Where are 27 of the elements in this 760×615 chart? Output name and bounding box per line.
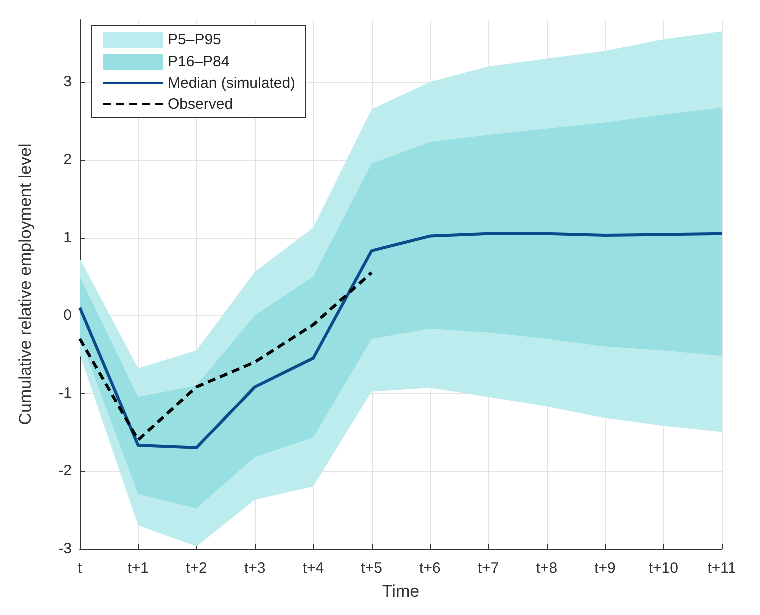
x-tick-label: t+9 xyxy=(594,560,616,577)
x-tick-label: t+10 xyxy=(648,560,678,577)
y-tick-label: -2 xyxy=(58,462,72,480)
x-tick-label: t+11 xyxy=(708,560,736,577)
x-tick-label: t+8 xyxy=(536,560,558,577)
line-series xyxy=(78,232,724,450)
x-tick-label: t+5 xyxy=(361,560,382,577)
y-tick-label: 0 xyxy=(64,307,72,324)
legend-label: P5–P95 xyxy=(168,32,222,48)
legend-label: Median (simulated) xyxy=(168,75,296,92)
y-tick-label: -3 xyxy=(58,540,72,558)
x-axis-title: Time xyxy=(382,582,420,601)
x-tick-label: t+7 xyxy=(478,560,500,577)
y-tick-label: 1 xyxy=(64,229,72,246)
x-tick-label: t+4 xyxy=(302,560,324,577)
legend-label: Observed xyxy=(168,96,234,113)
x-tick-label: t xyxy=(78,560,83,577)
line-series xyxy=(78,271,374,442)
x-tick-label: t+1 xyxy=(128,560,150,577)
x-tick-label: t+3 xyxy=(244,560,266,577)
legend-label: P16–P84 xyxy=(168,54,230,70)
y-tick-label: 3 xyxy=(64,74,72,91)
x-tick-label: t+2 xyxy=(186,560,208,577)
x-tick-label: t+6 xyxy=(420,560,441,577)
y-axis-title: Cumulative relative employment level xyxy=(16,144,35,426)
y-tick-label: -1 xyxy=(58,384,72,402)
y-tick-label: 2 xyxy=(64,152,72,169)
